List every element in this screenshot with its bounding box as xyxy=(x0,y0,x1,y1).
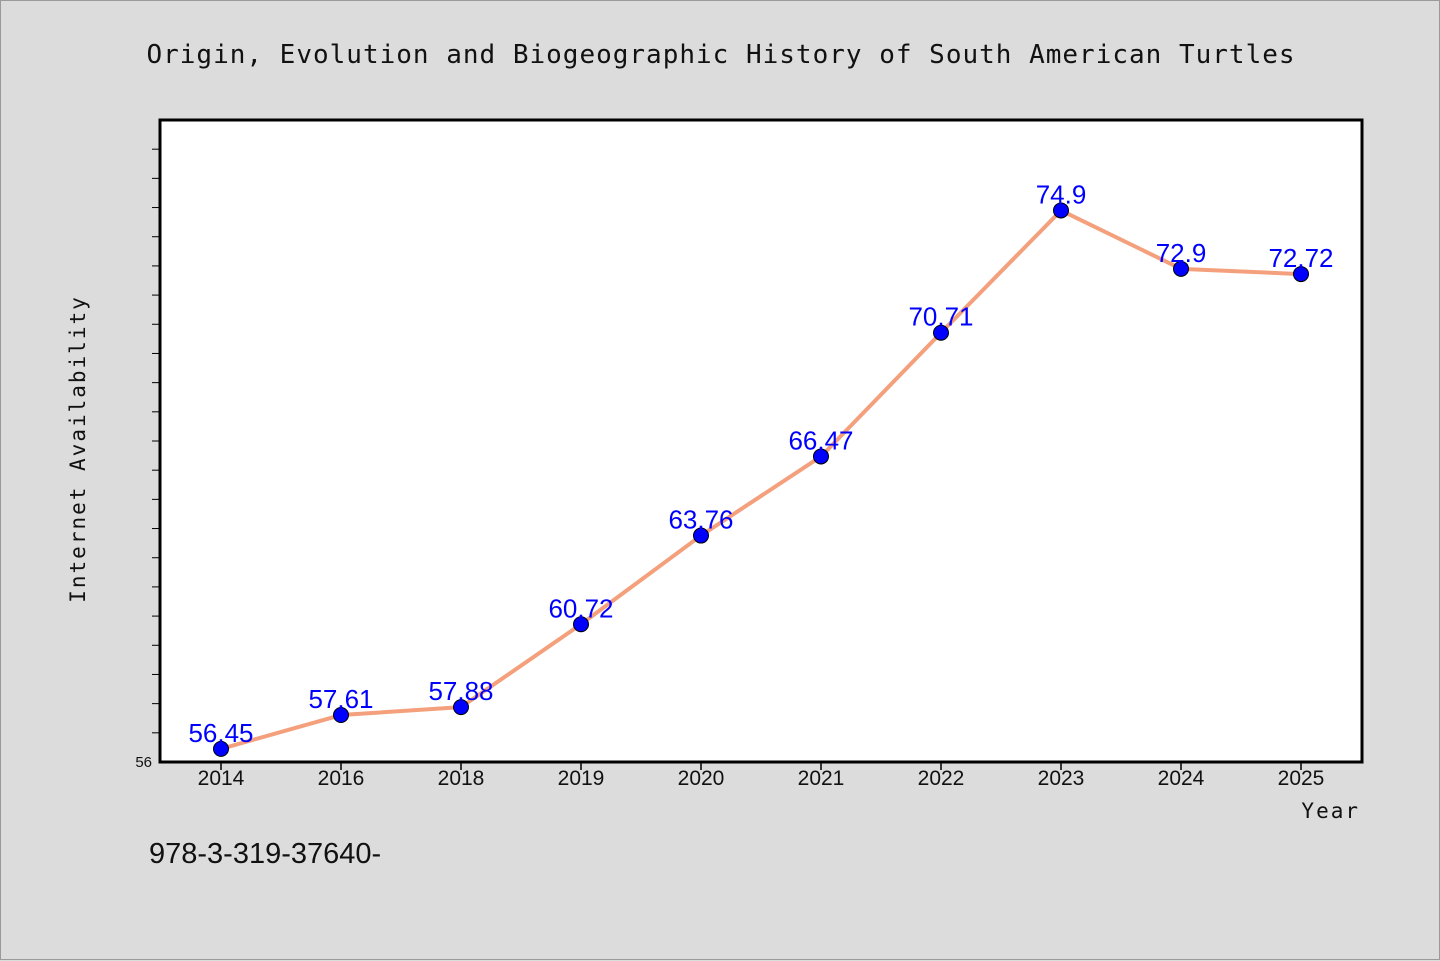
x-axis-tick-labels: 2014 2016 2018 2019 2020 2021 2022 2023 2024 2025 xyxy=(198,767,1325,790)
x-tick-label: 2020 xyxy=(678,767,725,790)
x-tick-label: 2025 xyxy=(1278,767,1325,790)
data-label: 60.72 xyxy=(548,593,613,623)
x-tick-label: 2019 xyxy=(558,767,605,790)
data-labels: 56.45 57.61 57.88 60.72 63.76 66.47 70.71 74.9 7… xyxy=(188,179,1333,747)
data-point xyxy=(693,527,709,544)
data-point xyxy=(1293,266,1309,283)
data-point xyxy=(1173,260,1189,277)
chart-title: Origin, Evolution and Biogeographic Hist… xyxy=(146,40,1295,70)
plot-area xyxy=(158,118,1364,764)
series-markers xyxy=(213,202,1309,757)
y-axis-title: Internet Availability xyxy=(66,295,90,603)
x-tick-label: 2021 xyxy=(798,767,845,790)
series-lines xyxy=(219,208,1303,751)
x-tick-label: 2023 xyxy=(1038,767,1085,790)
data-label: 66.47 xyxy=(788,425,853,455)
data-label: 57.61 xyxy=(308,684,373,714)
data-label: 56.45 xyxy=(188,718,253,748)
footer-text: 978-3-319-37640- xyxy=(149,838,381,870)
data-label: 63.76 xyxy=(668,505,733,535)
data-point xyxy=(813,448,829,465)
data-label: 70.71 xyxy=(908,302,973,332)
y-tick-label: 56 xyxy=(135,754,152,771)
data-point xyxy=(1053,202,1069,219)
y-axis-tick-labels: 56 xyxy=(135,754,152,771)
data-point xyxy=(213,740,229,757)
x-axis-ticks xyxy=(220,762,1302,770)
x-tick-label: 2014 xyxy=(198,767,245,790)
x-tick-label: 2016 xyxy=(318,767,365,790)
x-tick-label: 2018 xyxy=(438,767,485,790)
series-line xyxy=(219,208,1303,751)
data-label: 74.9 xyxy=(1036,179,1087,209)
data-label: 72.9 xyxy=(1156,238,1207,268)
data-label: 57.88 xyxy=(428,676,493,706)
x-tick-label: 2024 xyxy=(1158,767,1205,790)
data-point xyxy=(933,324,949,341)
y-axis-ticks xyxy=(152,148,160,734)
data-point xyxy=(333,707,349,724)
data-point xyxy=(573,616,589,633)
data-point xyxy=(453,699,469,716)
x-axis-title: Year xyxy=(1301,799,1360,823)
x-tick-label: 2022 xyxy=(918,767,965,790)
data-label: 72.72 xyxy=(1268,243,1333,273)
